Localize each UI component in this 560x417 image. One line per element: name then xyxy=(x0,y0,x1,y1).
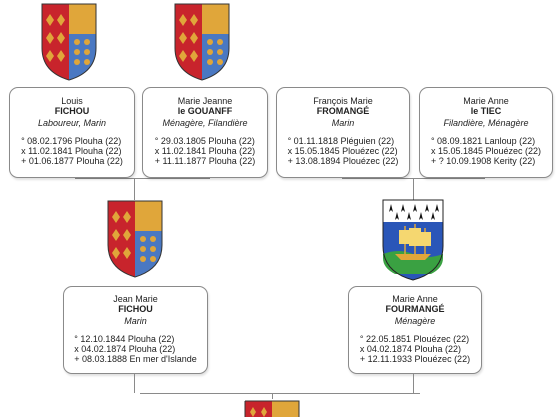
plouha-coat-of-arms-icon xyxy=(41,3,97,81)
birth-event: ° 01.11.1818 Pléguien (22) xyxy=(287,136,395,146)
marriage-event: x 11.02.1841 Plouha (22) xyxy=(154,146,256,156)
marriage-event: x 15.05.1845 Plouézec (22) xyxy=(430,146,542,156)
first-name: François Marie xyxy=(313,96,373,106)
connector-line xyxy=(134,178,135,200)
occupation: Marin xyxy=(124,316,147,326)
life-events: ° 29.03.1805 Plouha (22) x 11.02.1841 Pl… xyxy=(155,136,256,166)
birth-event: ° 08.02.1796 Plouha (22) xyxy=(21,136,122,146)
life-events: ° 08.02.1796 Plouha (22) x 11.02.1841 Pl… xyxy=(21,136,123,166)
life-events: ° 22.05.1851 Plouézec (22) x 04.02.1874 … xyxy=(360,334,470,364)
occupation: Ménagère xyxy=(394,316,436,326)
marriage-event: x 04.02.1874 Plouha (22) xyxy=(74,344,176,354)
plouha-coat-of-arms-icon xyxy=(107,200,163,278)
plouha-coat-of-arms-icon xyxy=(174,3,230,81)
death-event: + 08.03.1888 En mer d'Islande xyxy=(74,354,197,364)
first-name: Jean Marie xyxy=(113,294,158,304)
person-card-louis-fichou[interactable]: Louis FICHOU Laboureur, Marin ° 08.02.17… xyxy=(9,87,135,178)
birth-event: ° 12.10.1844 Plouha (22) xyxy=(74,334,175,344)
last-name: le GOUANFF xyxy=(177,106,233,116)
marriage-event: x 04.02.1874 Plouha (22) xyxy=(359,344,461,354)
last-name: FICHOU xyxy=(118,304,153,314)
occupation: Marin xyxy=(331,118,355,128)
plouezec-coat-of-arms-icon xyxy=(382,199,444,281)
death-event: + 12.11.1933 Plouézec (22) xyxy=(359,354,471,364)
occupation: Filandière, Ménagère xyxy=(443,118,529,128)
death-event: + ? 10.09.1908 Kerity (22) xyxy=(430,156,536,166)
last-name: FICHOU xyxy=(54,106,90,116)
connector-line xyxy=(413,178,414,200)
life-events: ° 08.09.1821 Lanloup (22) x 15.05.1845 P… xyxy=(431,136,541,166)
connector-line xyxy=(134,374,135,393)
person-card-marie-jeanne-le-gouanff[interactable]: Marie Jeanne le GOUANFF Ménagère, Filand… xyxy=(142,87,268,178)
life-events: ° 01.11.1818 Pléguien (22) x 15.05.1845 … xyxy=(288,136,399,166)
first-name: Marie Anne xyxy=(392,294,438,304)
birth-event: ° 22.05.1851 Plouézec (22) xyxy=(359,334,470,344)
connector-line xyxy=(413,374,414,393)
plouha-coat-of-arms-icon xyxy=(244,400,300,417)
marriage-event: x 11.02.1841 Plouha (22) xyxy=(21,146,122,156)
birth-event: ° 08.09.1821 Lanloup (22) xyxy=(430,136,536,146)
birth-event: ° 29.03.1805 Plouha (22) xyxy=(154,136,255,146)
connector-line xyxy=(140,393,420,394)
last-name: FOURMANGÉ xyxy=(385,304,445,314)
first-name: Louis xyxy=(61,96,83,106)
person-card-marie-anne-fourmange[interactable]: Marie Anne FOURMANGÉ Ménagère ° 22.05.18… xyxy=(348,286,482,374)
person-card-jean-marie-fichou[interactable]: Jean Marie FICHOU Marin ° 12.10.1844 Plo… xyxy=(63,286,208,374)
occupation: Laboureur, Marin xyxy=(37,118,107,128)
connector-line xyxy=(75,178,210,179)
occupation: Ménagère, Filandière xyxy=(162,118,248,128)
person-card-marie-anne-le-tiec[interactable]: Marie Anne le TIEC Filandière, Ménagère … xyxy=(419,87,553,178)
first-name: Marie Anne xyxy=(463,96,509,106)
marriage-event: x 15.05.1845 Plouézec (22) xyxy=(287,146,398,156)
death-event: + 13.08.1894 Plouézec (22) xyxy=(287,156,399,166)
person-card-francois-marie-fromange[interactable]: François Marie FROMANGÉ Marin ° 01.11.18… xyxy=(276,87,410,178)
death-event: + 11.11.1877 Plouha (22) xyxy=(154,156,256,166)
first-name: Marie Jeanne xyxy=(177,96,233,106)
life-events: ° 12.10.1844 Plouha (22) x 04.02.1874 Pl… xyxy=(74,334,197,364)
last-name: le TIEC xyxy=(470,106,502,116)
last-name: FROMANGÉ xyxy=(316,106,370,116)
connector-line xyxy=(272,393,273,399)
death-event: + 01.06.1877 Plouha (22) xyxy=(21,156,123,166)
